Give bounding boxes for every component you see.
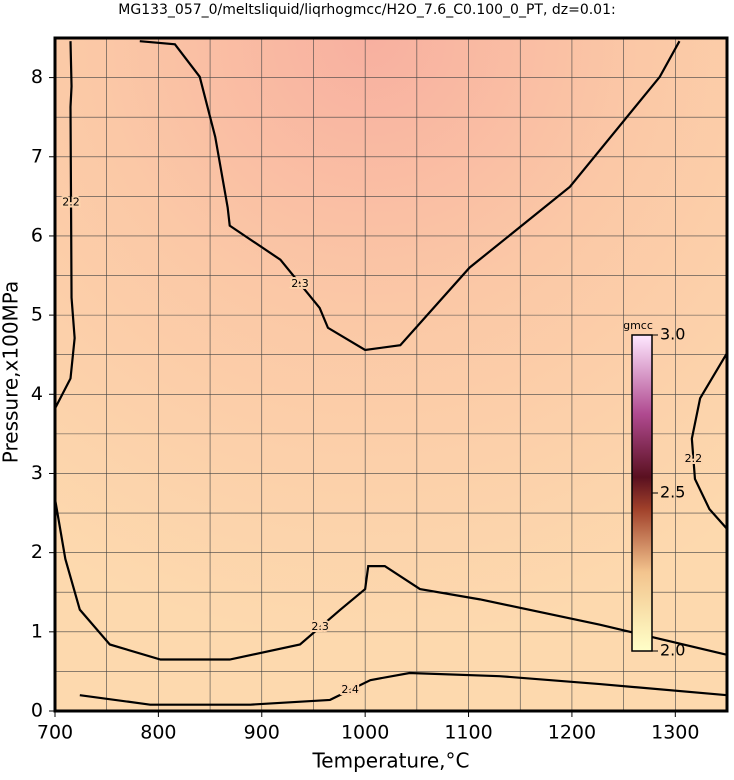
y-tick-label: 1 (31, 620, 43, 642)
plot-background (55, 38, 727, 711)
x-tick-label: 700 (37, 722, 73, 744)
colorbar-tick-label: 3.0 (660, 325, 685, 344)
y-tick-label: 2 (31, 541, 43, 563)
colorbar-tick-label: 2.5 (660, 483, 685, 502)
x-tick-label: 1200 (548, 722, 596, 744)
contour-line (53, 498, 728, 661)
contour-label: 2.3 (291, 277, 309, 290)
x-axis-label: Temperature,°C (311, 749, 469, 773)
contour-line (54, 41, 76, 410)
x-tick-label: 900 (244, 722, 280, 744)
y-tick-label: 7 (31, 145, 43, 167)
chart-title: MG133_057_0/meltsliquid/liqrhogmcc/H2O_7… (118, 2, 615, 18)
contour-label: 2.3 (311, 620, 329, 633)
y-axis-label: Pressure,x100MPa (0, 281, 23, 463)
x-tick-label: 1300 (651, 722, 699, 744)
contour-label: 2.2 (62, 195, 80, 208)
contour-line (690, 352, 728, 530)
y-tick-label: 0 (31, 700, 43, 722)
contour-label: 2.4 (341, 683, 359, 696)
y-tick-label: 8 (31, 66, 43, 88)
y-tick-label: 3 (31, 462, 43, 484)
y-tick-label: 5 (31, 304, 43, 326)
contours: 2.3 2.3 2.4 2.2 2.2 (53, 40, 728, 706)
contour-line (139, 40, 681, 352)
contour-line (79, 671, 728, 706)
frame (53, 36, 729, 713)
x-tick-label: 1000 (341, 722, 389, 744)
colorbar (631, 334, 653, 652)
contour-label: 2.2 (685, 452, 703, 465)
colorbar-tick-label: 2.0 (660, 641, 685, 660)
y-tick-label: 6 (31, 224, 43, 246)
x-tick-label: 1100 (444, 722, 492, 744)
colorbar-label: gmcc (623, 319, 653, 332)
grid (55, 38, 727, 711)
x-tick-label: 800 (140, 722, 176, 744)
y-tick-label: 4 (31, 383, 43, 405)
